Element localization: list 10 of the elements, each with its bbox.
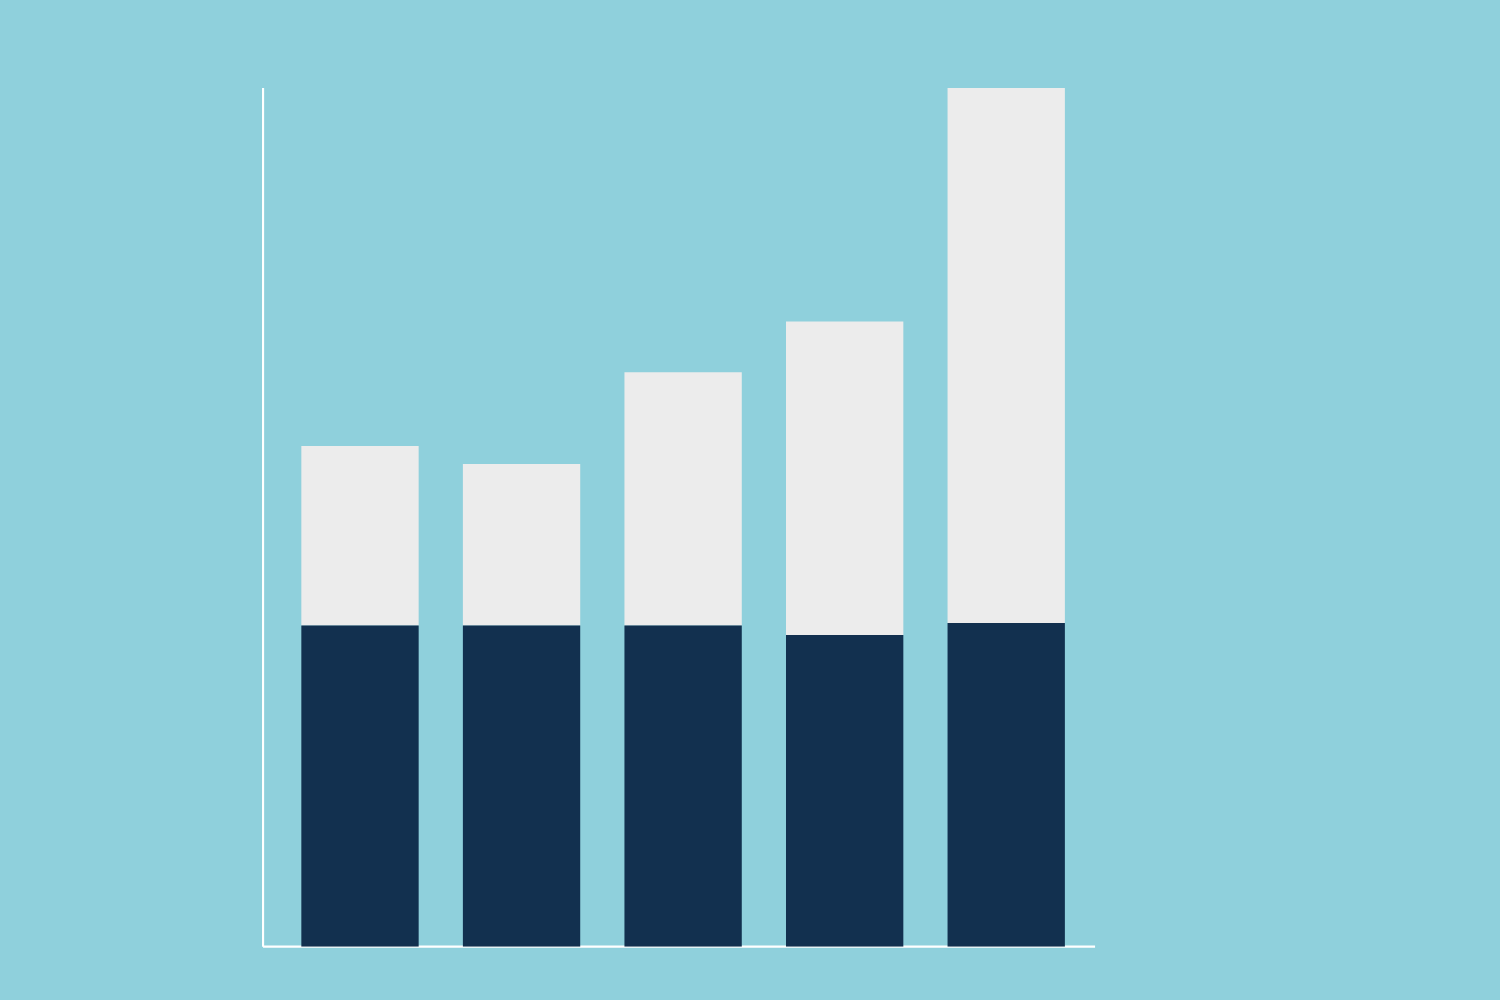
bar <box>624 372 742 626</box>
bar <box>624 625 742 947</box>
bar <box>462 464 581 626</box>
bar <box>462 625 581 947</box>
bar <box>786 634 904 947</box>
bar <box>301 625 419 947</box>
bar <box>947 622 1065 947</box>
bar <box>947 88 1065 623</box>
bar <box>301 446 419 626</box>
bar <box>786 321 904 635</box>
